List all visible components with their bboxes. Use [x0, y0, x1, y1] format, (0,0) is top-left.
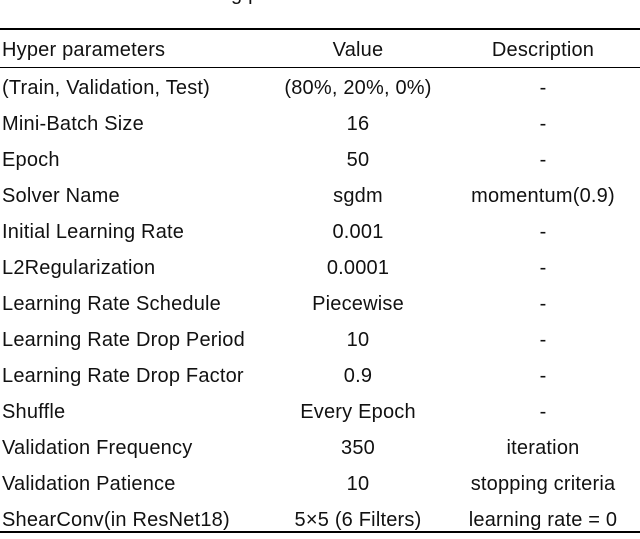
caption-fragment: g p: [231, 0, 321, 8]
cell-hyperparameter: Learning Rate Drop Period: [2, 328, 245, 351]
table-row: ShearConv(in ResNet18) 5×5 (6 Filters) lea…: [0, 502, 640, 538]
cell-description: -: [539, 112, 547, 135]
table-row: Solver Name sgdm momentum(0.9): [0, 178, 640, 214]
table-row: Initial Learning Rate 0.001 -: [0, 214, 640, 250]
cell-description: -: [539, 364, 547, 387]
cell-description: -: [539, 256, 547, 279]
cell-value: 10: [346, 472, 370, 495]
cell-value: 10: [346, 328, 370, 351]
cell-value: (80%, 20%, 0%): [284, 76, 432, 99]
table-row: (Train, Validation, Test) (80%, 20%, 0%) -: [0, 70, 640, 106]
cell-description: -: [539, 400, 547, 423]
cell-description: -: [539, 76, 547, 99]
table-header-row: Hyper parameters Value Description: [0, 33, 640, 67]
cell-value: 50: [346, 148, 370, 171]
cell-description: momentum(0.9): [471, 184, 615, 207]
cell-hyperparameter: L2Regularization: [2, 256, 156, 279]
cell-hyperparameter: Learning Rate Drop Factor: [2, 364, 244, 387]
cell-hyperparameter: Learning Rate Schedule: [2, 292, 221, 315]
cell-value: 0.9: [343, 364, 373, 387]
table-row: Validation Patience 10 stopping criteria: [0, 466, 640, 502]
table-header-rule: [0, 66, 640, 68]
table-row: L2Regularization 0.0001 -: [0, 250, 640, 286]
cell-value: Piecewise: [312, 292, 404, 315]
table-row: Validation Frequency 350 iteration: [0, 430, 640, 466]
cell-description: -: [539, 292, 547, 315]
cell-hyperparameter: Epoch: [2, 148, 60, 171]
table-row: Epoch 50 -: [0, 142, 640, 178]
cell-hyperparameter: ShearConv(in ResNet18): [2, 508, 230, 531]
cell-description: iteration: [506, 436, 580, 459]
table-row: Learning Rate Drop Factor 0.9 -: [0, 358, 640, 394]
cell-description: stopping criteria: [470, 472, 616, 495]
cell-description: -: [539, 148, 547, 171]
cell-hyperparameter: (Train, Validation, Test): [2, 76, 211, 99]
cell-hyperparameter: Initial Learning Rate: [2, 220, 185, 243]
table-row: Learning Rate Drop Period 10 -: [0, 322, 640, 358]
col-header-hyper-parameters: Hyper parameters: [2, 38, 166, 61]
table-row: Shuffle Every Epoch -: [0, 394, 640, 430]
cell-value: 0.0001: [326, 256, 390, 279]
caption-fragment-text: g p: [231, 0, 321, 5]
cell-value: 5×5 (6 Filters): [294, 508, 422, 531]
table-bottom-rule: [0, 531, 640, 533]
cell-hyperparameter: Validation Patience: [2, 472, 176, 495]
cell-hyperparameter: Validation Frequency: [2, 436, 193, 459]
cell-value: sgdm: [333, 184, 383, 207]
cell-hyperparameter: Solver Name: [2, 184, 120, 207]
table-row: Mini-Batch Size 16 -: [0, 106, 640, 142]
cell-description: -: [539, 328, 547, 351]
cell-value: 350: [341, 436, 375, 459]
table-row: Learning Rate Schedule Piecewise -: [0, 286, 640, 322]
cell-description: -: [539, 220, 547, 243]
cell-value: 16: [346, 112, 370, 135]
col-header-description: Description: [491, 38, 595, 61]
cell-hyperparameter: Mini-Batch Size: [2, 112, 144, 135]
col-header-value: Value: [332, 38, 384, 61]
cell-value: Every Epoch: [300, 400, 416, 423]
cell-value: 0.001: [332, 220, 384, 243]
table-body: (Train, Validation, Test) (80%, 20%, 0%) -…: [0, 70, 640, 538]
table-top-rule: [0, 28, 640, 30]
cell-hyperparameter: Shuffle: [2, 400, 66, 423]
cell-description: learning rate = 0: [468, 508, 618, 531]
